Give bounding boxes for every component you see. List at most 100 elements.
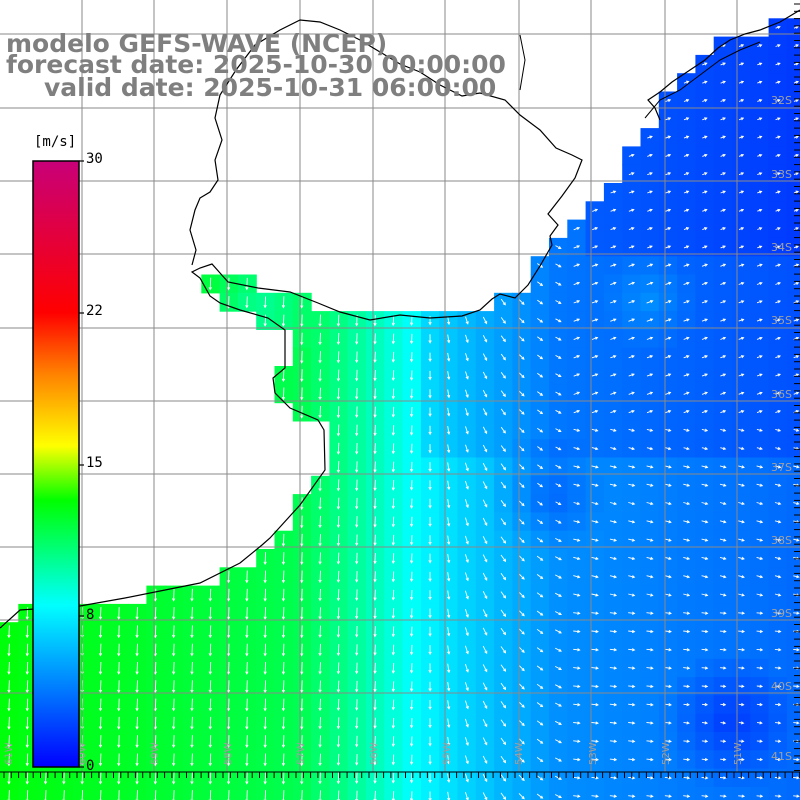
- wind-arrow: [300, 332, 304, 346]
- wind-arrow: [447, 608, 451, 619]
- wind-arrow: [428, 608, 432, 619]
- field-cell: [786, 658, 800, 678]
- wind-arrow: [482, 444, 488, 453]
- wind-arrow: [447, 389, 451, 399]
- wind-arrow: [537, 409, 544, 415]
- wind-arrow: [464, 572, 469, 582]
- wind-arrow: [135, 661, 139, 675]
- wind-arrow: [609, 575, 618, 579]
- wind-arrow: [555, 373, 562, 378]
- wind-arrow: [391, 754, 395, 766]
- wind-arrow: [98, 698, 103, 712]
- wind-arrow: [554, 684, 562, 689]
- field-cell: [786, 183, 800, 202]
- field-cell: [512, 786, 532, 800]
- lon-label: 59W: [150, 742, 161, 765]
- wind-arrow: [172, 771, 176, 785]
- wind-arrow: [518, 536, 525, 544]
- wind-arrow: [391, 772, 395, 784]
- wind-arrow: [373, 772, 377, 784]
- wind-arrow: [720, 373, 727, 377]
- lat-label: 32S: [771, 94, 792, 107]
- wind-arrow: [701, 428, 709, 432]
- wind-arrow: [609, 739, 618, 743]
- field-cell: [695, 786, 715, 800]
- wind-arrow: [665, 153, 672, 157]
- wind-arrow: [701, 757, 709, 762]
- wind-arrow: [300, 680, 304, 694]
- wind-arrow: [117, 661, 121, 675]
- wind-arrow: [318, 588, 322, 602]
- wind-arrow: [25, 661, 29, 675]
- wind-arrow: [591, 336, 599, 340]
- wind-arrow: [500, 518, 506, 526]
- wind-arrow: [775, 336, 781, 340]
- wind-arrow: [518, 628, 525, 635]
- wind-arrow: [208, 680, 212, 694]
- wind-arrow: [190, 643, 194, 657]
- wind-arrow: [428, 407, 432, 417]
- field-cell: [457, 786, 477, 800]
- wind-arrow: [720, 318, 727, 322]
- coastline-brazil: [647, 9, 800, 121]
- wind-arrow: [702, 80, 708, 84]
- wind-arrow: [318, 497, 322, 510]
- wind-arrow: [628, 611, 636, 615]
- wind-arrow: [536, 610, 544, 616]
- wind-arrow: [25, 643, 29, 657]
- wind-arrow: [428, 370, 432, 381]
- wind-arrow: [537, 318, 544, 323]
- wind-arrow: [775, 208, 781, 212]
- wind-arrow: [591, 721, 599, 725]
- wind-arrow: [793, 208, 799, 212]
- lat-label: 39S: [771, 607, 792, 620]
- wind-arrow: [738, 501, 745, 506]
- wind-arrow: [62, 771, 66, 785]
- wind-arrow: [683, 263, 690, 267]
- wind-arrow: [774, 520, 782, 524]
- wind-arrow: [409, 553, 414, 564]
- wind-arrow: [683, 172, 690, 176]
- wind-arrow: [98, 661, 103, 675]
- wind-arrow: [245, 625, 249, 639]
- wind-arrow: [518, 738, 525, 745]
- wind-arrow: [628, 538, 636, 542]
- wind-arrow: [318, 771, 322, 785]
- wind-arrow: [665, 373, 672, 377]
- wind-arrow: [793, 318, 800, 322]
- wind-arrow: [355, 406, 359, 419]
- wind-arrow: [355, 680, 359, 693]
- wind-arrow: [447, 352, 451, 362]
- wind-arrow: [609, 520, 618, 524]
- wind-arrow: [701, 483, 709, 487]
- wind-arrow: [591, 263, 599, 267]
- wind-arrow: [628, 666, 636, 670]
- wind-arrow: [774, 593, 782, 597]
- wind-arrow: [628, 721, 636, 725]
- wind-arrow: [336, 497, 340, 510]
- wind-arrow: [518, 445, 525, 452]
- wind-arrow: [591, 409, 599, 414]
- wind-arrow: [646, 355, 654, 359]
- valid-date: valid date: 2025-10-31 06:00:00: [44, 73, 497, 102]
- wind-arrow: [518, 646, 525, 653]
- wind-arrow: [738, 575, 745, 579]
- wind-arrow: [135, 625, 139, 639]
- wind-arrow: [428, 590, 432, 601]
- wind-arrow: [7, 771, 11, 785]
- wind-arrow: [500, 573, 507, 581]
- wind-arrow: [628, 703, 636, 707]
- wind-arrow: [720, 227, 726, 231]
- wind-arrow: [43, 771, 48, 785]
- wind-arrow: [409, 608, 414, 619]
- wind-arrow: [537, 464, 544, 470]
- wind-arrow: [263, 625, 267, 639]
- wind-arrow: [573, 666, 581, 670]
- wind-arrow: [720, 80, 726, 84]
- wind-arrow: [336, 717, 340, 730]
- wind-arrow: [774, 611, 782, 615]
- wind-arrow: [117, 680, 121, 694]
- wind-arrow: [793, 355, 800, 359]
- wind-arrow: [318, 534, 322, 547]
- wind-arrow: [537, 372, 544, 378]
